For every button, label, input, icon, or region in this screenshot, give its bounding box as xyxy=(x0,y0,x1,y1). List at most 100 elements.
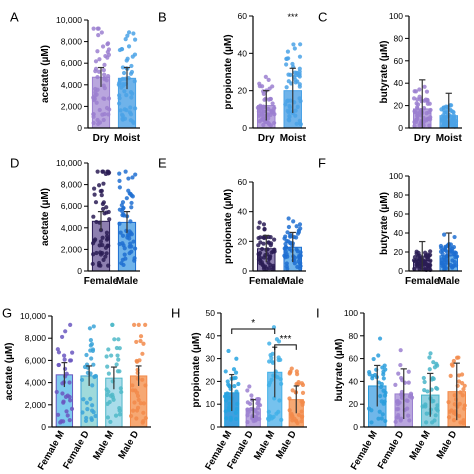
y-tick-label: 10,000 xyxy=(56,15,82,25)
data-point xyxy=(117,412,123,417)
data-point xyxy=(284,56,289,61)
data-point xyxy=(258,235,263,240)
y-tick-label: 0 xyxy=(210,422,215,432)
data-point xyxy=(102,86,107,91)
data-point xyxy=(117,47,123,53)
data-point xyxy=(451,251,456,256)
data-point xyxy=(428,252,433,258)
panel-letter: C xyxy=(318,9,327,24)
data-point xyxy=(449,103,454,108)
data-point xyxy=(381,372,386,377)
data-point xyxy=(268,235,273,240)
x-tick-label: Female D xyxy=(376,429,407,471)
x-tick-label: Male M xyxy=(252,429,277,462)
data-point xyxy=(141,341,146,346)
data-point xyxy=(234,389,239,394)
panel-letter: A xyxy=(10,9,19,24)
data-point xyxy=(259,246,265,252)
data-point xyxy=(423,261,428,267)
data-point xyxy=(141,401,147,406)
data-point xyxy=(294,121,299,126)
data-point xyxy=(111,397,116,402)
data-point xyxy=(234,356,239,361)
data-point xyxy=(104,210,109,215)
data-point xyxy=(449,117,454,123)
data-point xyxy=(432,418,437,423)
data-point xyxy=(287,113,292,119)
data-point xyxy=(298,250,303,255)
x-tick-label: Male M xyxy=(407,429,432,462)
data-point xyxy=(287,396,292,401)
y-tick-label: 8,000 xyxy=(61,180,83,190)
data-point xyxy=(289,366,294,371)
y-tick-label: 40 xyxy=(238,207,248,217)
data-point xyxy=(427,355,432,360)
data-point xyxy=(104,237,110,242)
data-point xyxy=(283,255,288,260)
data-point xyxy=(263,74,268,79)
data-point xyxy=(442,257,447,262)
data-point xyxy=(380,412,385,417)
data-point xyxy=(271,265,276,270)
data-point xyxy=(272,247,277,252)
data-point xyxy=(130,175,135,180)
data-point xyxy=(126,44,132,49)
data-point xyxy=(297,118,302,123)
data-point xyxy=(451,263,457,268)
y-tick-label: 10,000 xyxy=(56,158,82,168)
data-point xyxy=(129,205,134,210)
data-point xyxy=(89,416,94,421)
data-point xyxy=(451,418,457,423)
data-point xyxy=(93,200,99,205)
y-tick-label: 2,000 xyxy=(61,244,83,254)
data-point xyxy=(143,322,148,327)
data-point xyxy=(228,415,233,420)
data-point xyxy=(119,261,124,266)
data-point xyxy=(419,118,424,123)
data-point xyxy=(89,356,94,361)
data-point xyxy=(103,245,109,250)
data-point xyxy=(297,66,302,71)
data-point xyxy=(234,406,239,412)
data-point xyxy=(125,33,130,38)
y-tick-label: 4,000 xyxy=(61,80,83,90)
data-point xyxy=(84,400,89,405)
data-point xyxy=(413,89,419,94)
significance-label: *** xyxy=(287,12,298,22)
data-point xyxy=(382,393,388,398)
data-point xyxy=(120,213,125,218)
data-point xyxy=(299,409,304,414)
data-point xyxy=(114,362,119,367)
data-point xyxy=(371,356,376,362)
data-point xyxy=(120,65,126,70)
data-point xyxy=(398,416,404,421)
data-point xyxy=(290,388,295,393)
data-point xyxy=(283,102,288,107)
data-point xyxy=(272,120,277,126)
data-point xyxy=(85,407,90,412)
data-point xyxy=(300,382,306,388)
data-point xyxy=(97,107,102,113)
data-point xyxy=(380,365,385,370)
data-point xyxy=(120,200,126,205)
data-point xyxy=(62,366,68,371)
data-point xyxy=(279,381,284,386)
data-point xyxy=(106,389,111,394)
data-point xyxy=(118,230,123,235)
data-point xyxy=(113,413,119,418)
data-point xyxy=(124,92,129,98)
data-point xyxy=(295,104,300,109)
y-tick-label: 40 xyxy=(206,331,216,341)
data-point xyxy=(272,105,277,111)
data-point xyxy=(55,412,61,417)
data-point xyxy=(428,115,433,120)
data-point xyxy=(283,249,288,254)
data-point xyxy=(234,416,239,422)
y-tick-label: 8,000 xyxy=(25,333,47,343)
data-point xyxy=(462,403,467,408)
data-point xyxy=(130,388,135,393)
data-point xyxy=(435,386,440,391)
data-point xyxy=(116,337,121,342)
